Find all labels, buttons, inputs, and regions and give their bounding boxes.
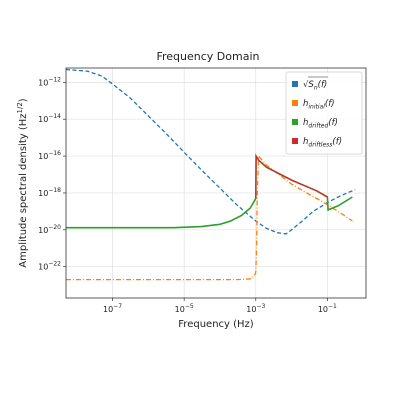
y-tick-label: 10−14	[38, 113, 61, 124]
y-axis-title: Amplitude spectral density (Hz1/2)	[16, 98, 29, 268]
legend-swatch-initial	[292, 100, 298, 106]
y-axis-title-main: Amplitude spectral density (Hz	[18, 113, 29, 267]
y-axis-title-exponent: 1/2	[16, 102, 24, 113]
y-tick-label: 10−22	[38, 261, 61, 272]
legend-swatch-drifted	[292, 119, 298, 125]
x-axis: 10−7 10−5 10−3 10−1	[103, 298, 337, 314]
legend: √Sn(f)hinitial(f)hdrifted(f)hdriftless(f…	[286, 72, 362, 154]
x-tick-label: 10−7	[103, 303, 122, 314]
y-tick-label: 10−20	[38, 224, 61, 235]
series-line-drifted	[66, 156, 352, 228]
legend-swatch-driftless	[292, 138, 298, 144]
series-line-driftless	[256, 156, 328, 198]
series-line-initial	[66, 156, 352, 280]
chart-title: Frequency Domain	[156, 50, 259, 63]
legend-swatch-sn	[292, 81, 298, 87]
y-tick-label: 10−12	[38, 76, 61, 87]
y-axis: 10−12 10−14 10−16 10−18 10−20 10−22	[38, 76, 66, 271]
y-tick-label: 10−18	[38, 187, 61, 198]
x-tick-label: 10−3	[246, 303, 265, 314]
x-tick-label: 10−1	[318, 303, 337, 314]
y-tick-label: 10−16	[38, 150, 61, 161]
x-tick-label: 10−5	[175, 303, 194, 314]
y-axis-title-suffix: )	[18, 98, 29, 102]
x-axis-title: Frequency (Hz)	[178, 319, 254, 330]
